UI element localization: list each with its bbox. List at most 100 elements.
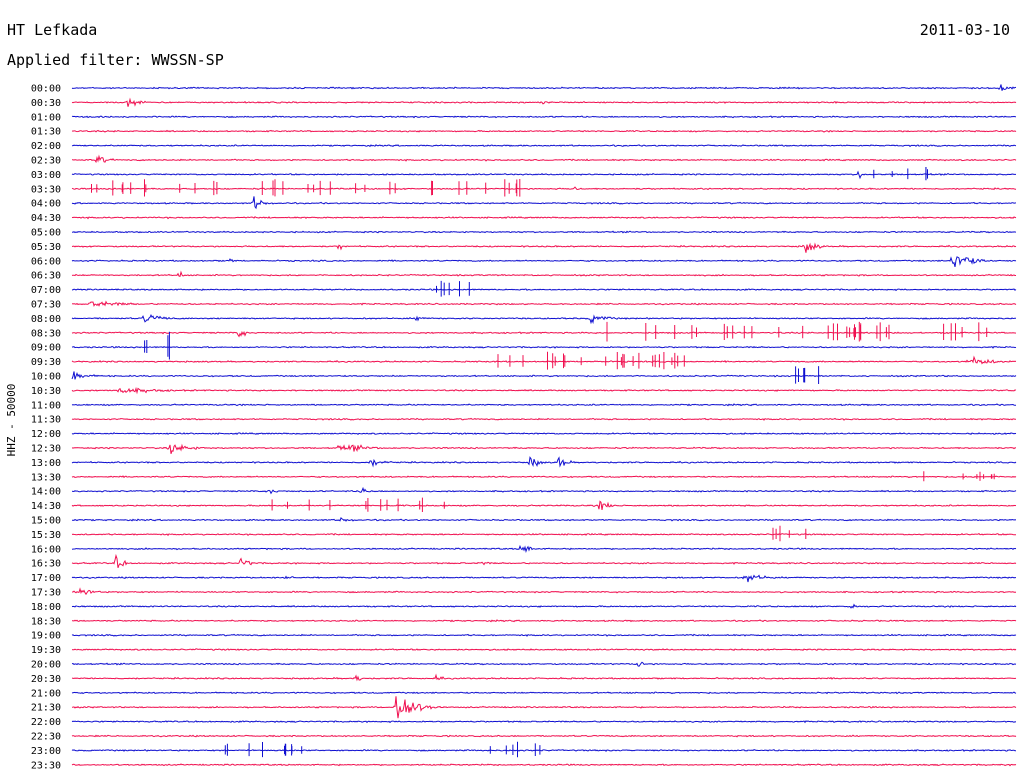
spike-cluster-0930-0: [497, 351, 685, 370]
trace-0030: [71, 97, 1017, 107]
row-label-1500: 15:00: [31, 516, 61, 527]
trace-0600: [71, 256, 1017, 268]
trace-0800: [71, 313, 1017, 325]
trace-0700: [71, 288, 1017, 292]
trace-2000: [71, 661, 1017, 667]
spike-cluster-0700-0: [436, 280, 470, 297]
trace-0200: [71, 144, 1017, 148]
row-label-1700: 17:00: [31, 573, 61, 584]
row-time-labels: 00:00 00:30 01:00 01:30 02:00 02:30 03:00 03:30…: [31, 84, 61, 772]
spike-cluster-0830-0: [606, 321, 988, 342]
trace-1500: [72, 516, 1017, 522]
trace-2200: [71, 720, 1017, 724]
trace-1800: [71, 603, 1017, 609]
row-label-1530: 15:30: [31, 530, 61, 541]
row-label-1600: 16:00: [31, 544, 61, 555]
row-label-2000: 20:00: [31, 660, 61, 671]
spike-cluster-2300-0: [224, 742, 303, 758]
trace-1730: [72, 587, 1017, 596]
spike-cluster-0900-0: [144, 331, 170, 360]
seismic-traces: [71, 84, 1017, 767]
trace-1100: [71, 403, 1017, 407]
trace-2230: [71, 734, 1017, 738]
trace-1200: [71, 432, 1017, 436]
y-axis-label: HHZ - 50000: [5, 384, 18, 457]
trace-2100: [71, 691, 1017, 695]
spike-cluster-1530-0: [772, 525, 807, 542]
row-label-1800: 18:00: [31, 602, 61, 613]
row-label-0130: 01:30: [31, 127, 61, 138]
trace-0530: [71, 242, 1017, 253]
row-label-0430: 04:30: [31, 213, 61, 224]
spike-cluster-1330-0: [923, 471, 995, 482]
row-label-0930: 09:30: [31, 357, 61, 368]
row-label-1630: 16:30: [31, 559, 61, 570]
trace-2030: [71, 673, 1017, 682]
trace-1930: [71, 648, 1017, 651]
row-label-0700: 07:00: [31, 285, 61, 296]
trace-0400: [71, 196, 1017, 210]
row-label-0030: 00:30: [31, 98, 61, 109]
row-label-2330: 23:30: [31, 760, 61, 771]
row-label-0300: 03:00: [31, 170, 61, 181]
trace-0830: [71, 330, 1017, 338]
trace-0000: [71, 84, 1017, 91]
row-label-0530: 05:30: [31, 242, 61, 253]
spike-cluster-2300-1: [489, 741, 541, 758]
row-label-0400: 04:00: [31, 199, 61, 210]
trace-0130: [71, 129, 1017, 133]
row-label-2230: 22:30: [31, 732, 61, 743]
row-label-1230: 12:30: [31, 444, 61, 455]
trace-1300: [71, 456, 1017, 468]
row-label-0000: 00:00: [31, 84, 61, 95]
trace-0230: [72, 154, 1017, 164]
row-label-1430: 14:30: [31, 501, 61, 512]
row-label-1900: 19:00: [31, 631, 61, 642]
row-label-0730: 07:30: [31, 300, 61, 311]
trace-1130: [71, 417, 1016, 421]
row-label-2130: 21:30: [31, 703, 61, 714]
row-label-0100: 01:00: [31, 112, 61, 123]
row-label-1030: 10:30: [31, 386, 61, 397]
trace-2300: [71, 748, 1016, 752]
trace-1630: [71, 553, 1017, 568]
trace-0730: [71, 300, 1017, 307]
row-label-1930: 19:30: [31, 645, 61, 656]
spike-cluster-1430-0: [271, 497, 445, 512]
trace-0900: [71, 345, 1017, 349]
spike-cluster-1000-0: [795, 366, 820, 384]
trace-1600: [71, 544, 1017, 554]
row-label-0330: 03:30: [31, 184, 61, 195]
date-label: 2011-03-10: [919, 21, 1010, 39]
trace-1030: [71, 386, 1017, 395]
trace-0330: [71, 186, 1017, 191]
trace-0930: [71, 355, 1017, 365]
trace-0630: [71, 270, 1016, 278]
row-label-1330: 13:30: [31, 472, 61, 483]
row-label-0500: 05:00: [31, 228, 61, 239]
row-label-2300: 23:00: [31, 746, 61, 757]
row-label-0200: 02:00: [31, 141, 61, 152]
trace-1530: [71, 532, 1017, 537]
row-label-1130: 11:30: [31, 415, 61, 426]
row-label-0630: 06:30: [31, 271, 61, 282]
row-label-0830: 08:30: [31, 328, 61, 339]
filter-label: Applied filter: WWSSN-SP: [7, 51, 224, 69]
trace-0300: [71, 170, 1016, 180]
station-title: HT Lefkada: [7, 21, 98, 39]
row-label-1730: 17:30: [31, 588, 61, 599]
spike-cluster-0330-0: [91, 179, 521, 197]
trace-1330: [71, 475, 1017, 479]
row-label-1830: 18:30: [31, 616, 61, 627]
trace-1830: [72, 619, 1017, 623]
row-label-0600: 06:00: [31, 256, 61, 267]
row-label-0900: 09:00: [31, 343, 61, 354]
row-label-2100: 21:00: [31, 688, 61, 699]
trace-2130: [71, 696, 1017, 719]
row-label-1100: 11:00: [31, 400, 61, 411]
row-label-1200: 12:00: [31, 429, 61, 440]
row-label-0230: 02:30: [31, 156, 61, 167]
trace-2330: [71, 763, 1017, 767]
row-label-1000: 10:00: [31, 372, 61, 383]
row-label-1300: 13:00: [31, 458, 61, 469]
